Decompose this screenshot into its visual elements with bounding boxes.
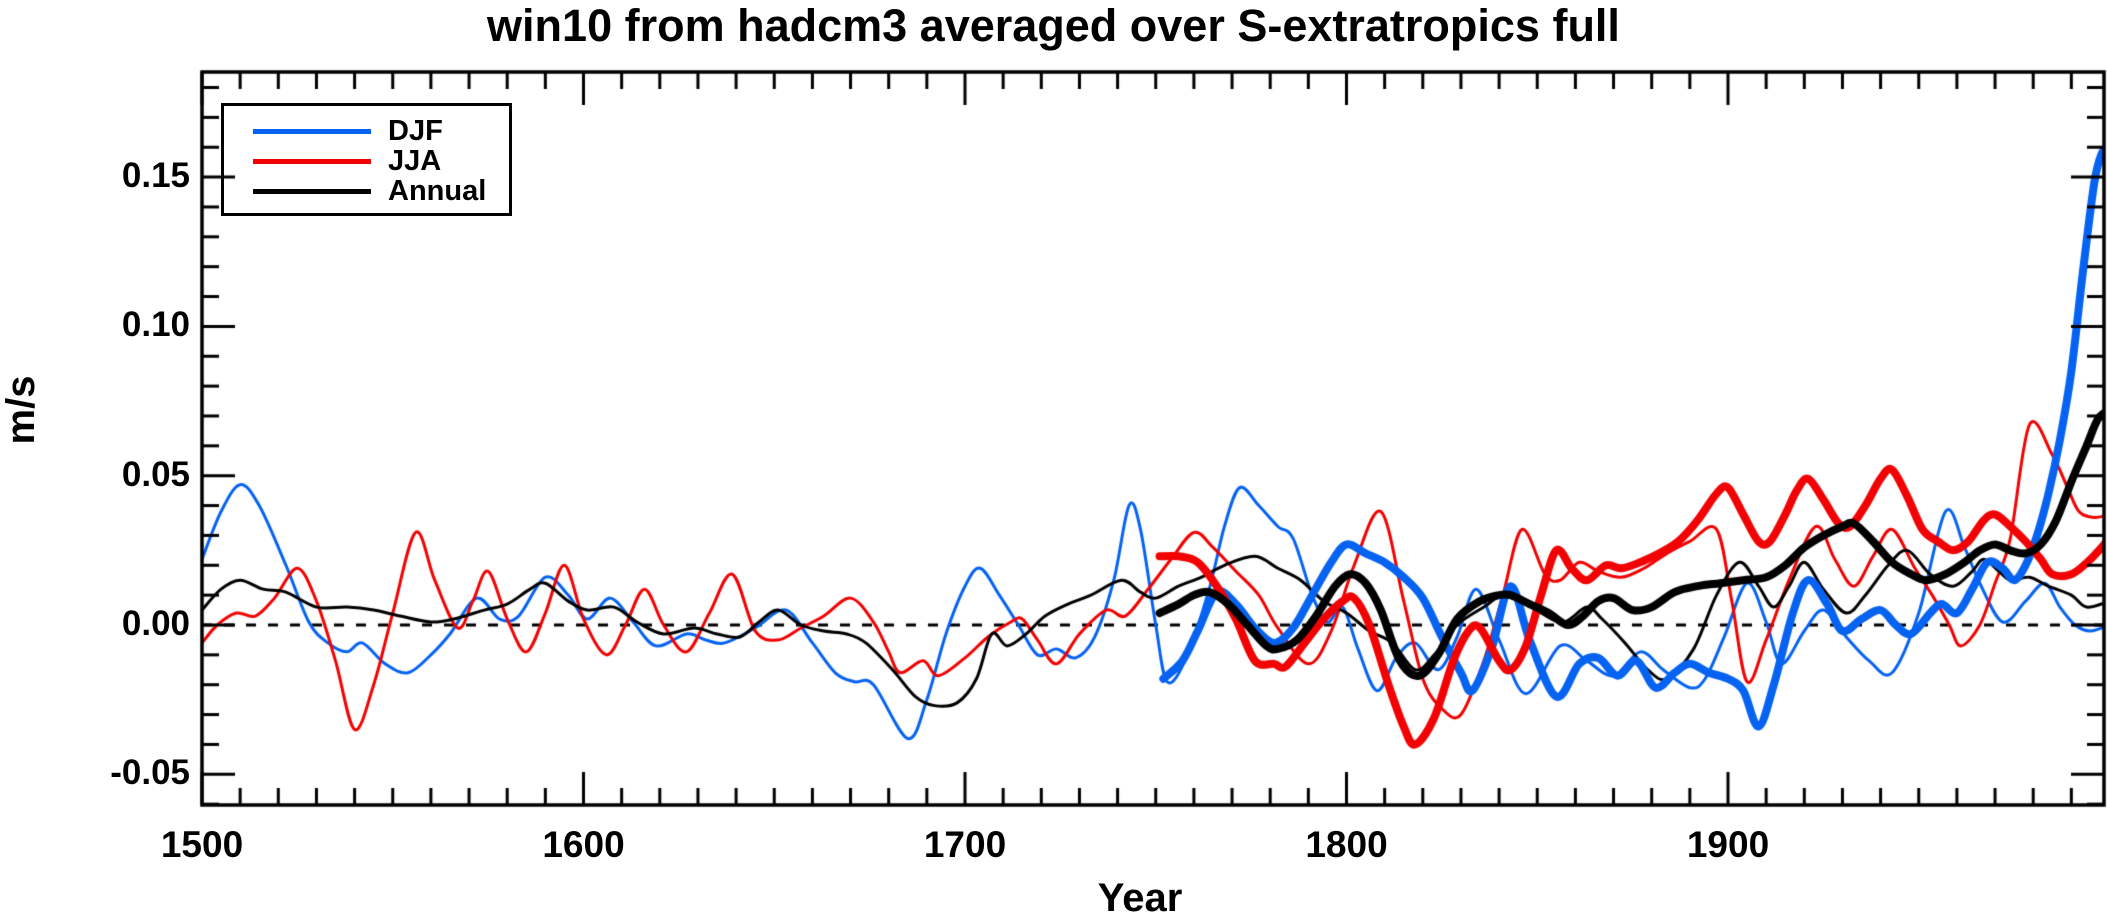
x-tick-label: 1600: [542, 824, 625, 865]
y-tick-label: -0.05: [110, 753, 190, 793]
y-tick-label: 0.00: [121, 604, 190, 643]
legend-swatch-djf: [253, 129, 371, 134]
x-axis-label: Year: [1097, 876, 1183, 920]
y-axis-label: m/s: [0, 375, 43, 445]
legend-label-jja: JJA: [388, 145, 442, 177]
legend: DJF JJA Annual: [221, 103, 512, 216]
y-tick-label: 0.10: [121, 305, 190, 345]
legend-label-djf: DJF: [388, 115, 443, 147]
x-tick-label: 1900: [1686, 824, 1770, 865]
y-tick-label: 0.15: [121, 156, 190, 196]
x-tick-label: 1700: [923, 824, 1007, 865]
chart-title: win10 from hadcm3 averaged over S-extrat…: [487, 0, 1620, 51]
x-tick-label: 1800: [1305, 824, 1388, 865]
x-tick-label: 1500: [160, 824, 244, 865]
legend-swatch-jja: [253, 159, 371, 164]
legend-swatch-annual: [253, 189, 371, 194]
y-tick-label: 0.05: [121, 454, 190, 494]
legend-label-annual: Annual: [388, 175, 487, 207]
